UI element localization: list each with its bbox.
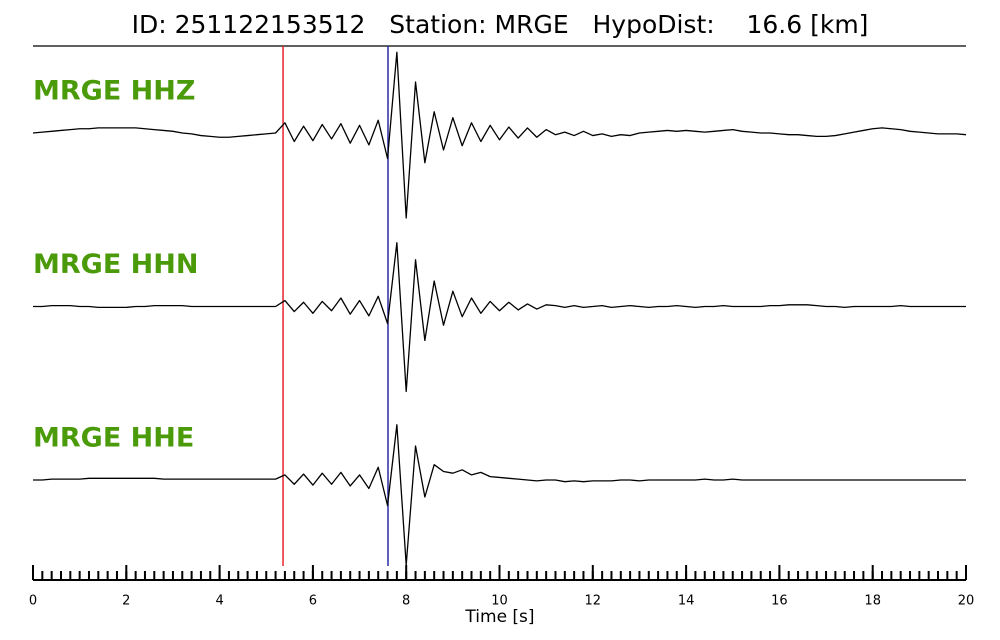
x-tick-label: 14	[678, 594, 695, 609]
trace-label: MRGE HHZ	[33, 76, 195, 107]
x-tick-label: 8	[402, 594, 410, 609]
x-tick-label: 18	[864, 594, 881, 609]
x-tick-label: 2	[122, 594, 130, 609]
waveform	[32, 51, 967, 219]
x-tick-label: 4	[215, 594, 223, 609]
trace-label: MRGE HHE	[33, 423, 194, 454]
chart-title: ID: 251122153512 Station: MRGE HypoDist:…	[132, 10, 869, 39]
waveform	[33, 424, 966, 566]
x-tick-label: 0	[29, 594, 37, 609]
waveform	[33, 242, 966, 393]
x-tick-label: 16	[771, 594, 788, 609]
x-tick-label: 20	[958, 594, 975, 609]
x-tick-label: 10	[491, 594, 508, 609]
x-tick-label: 12	[585, 594, 602, 609]
trace-label: MRGE HHN	[33, 249, 198, 280]
x-tick-label: 6	[309, 594, 317, 609]
x-axis-label: Time [s]	[464, 607, 534, 627]
